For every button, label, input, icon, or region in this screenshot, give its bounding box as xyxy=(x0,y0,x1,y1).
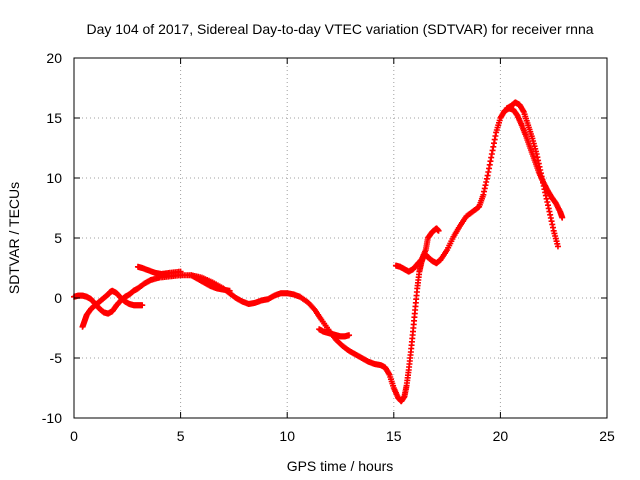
plot-frame xyxy=(73,57,608,419)
x-tick-label: 20 xyxy=(493,428,509,444)
y-tick-label: 15 xyxy=(46,110,62,126)
y-tick-label: 20 xyxy=(46,50,62,66)
x-tick-label: 5 xyxy=(177,428,185,444)
grid-lines xyxy=(74,58,607,418)
x-tick-label: 0 xyxy=(70,428,78,444)
data-point xyxy=(177,268,184,275)
x-tick-label: 15 xyxy=(386,428,402,444)
series-main xyxy=(71,105,566,405)
y-tick-label: -5 xyxy=(50,350,63,366)
data-point xyxy=(435,227,442,234)
y-axis-label: SDTVAR / TECUs xyxy=(6,182,22,294)
series-arc-5 xyxy=(316,326,353,340)
x-tick-label: 10 xyxy=(279,428,295,444)
y-tick-label: 5 xyxy=(54,230,62,246)
x-tick-label: 25 xyxy=(599,428,615,444)
data-point xyxy=(139,302,146,309)
y-tick-label: 10 xyxy=(46,170,62,186)
series-arc-2 xyxy=(79,287,146,330)
series-arc-3 xyxy=(134,263,184,277)
data-points xyxy=(71,99,566,405)
data-point xyxy=(559,214,566,221)
x-axis-label: GPS time / hours xyxy=(287,458,394,474)
data-point xyxy=(346,332,353,339)
data-point xyxy=(554,243,561,250)
y-tick-label: 0 xyxy=(54,290,62,306)
series-arc-6 xyxy=(392,225,442,275)
series-arc-7 xyxy=(503,99,561,250)
data-point xyxy=(226,287,233,294)
chart-title: Day 104 of 2017, Sidereal Day-to-day VTE… xyxy=(86,21,593,37)
y-tick-label: -10 xyxy=(42,410,62,426)
axis-ticks: 0 5 10 15 20 25 -10 -5 0 5 10 15 20 xyxy=(42,50,615,444)
series-arc-4 xyxy=(188,272,233,294)
